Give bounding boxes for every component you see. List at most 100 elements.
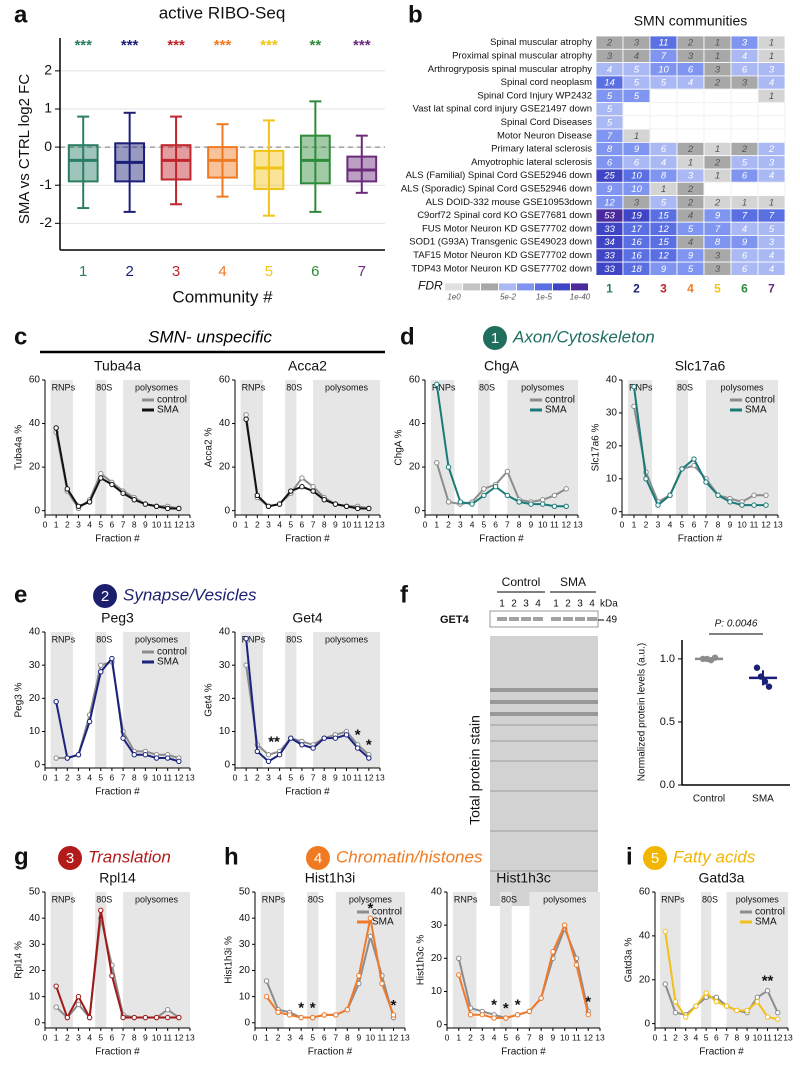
chart-title: ChgA [484,358,520,374]
gel-band [490,830,598,832]
cell-label: 3 [769,64,775,75]
x-tick-label: 6 [300,772,305,782]
cell-label: 2 [714,157,721,168]
x-tick-label: 9 [745,1032,750,1042]
cell-label: 1 [715,144,720,155]
x-tick-label: 5 [98,772,103,782]
data-point [691,462,697,469]
cell-label: 12 [604,197,615,208]
lane-label: 4 [535,599,541,610]
band-label: GET4 [440,614,470,626]
fraction-region [123,892,190,1028]
x-tick-label: 12 [364,519,374,529]
data-point [53,755,59,761]
data-point [343,732,350,738]
cell-label: 6 [661,144,667,155]
data-point [164,755,171,761]
x-axis-label: Fraction # [95,534,140,545]
panel-letter: c [14,323,27,350]
y-tick-label: 0 [224,759,230,770]
data-point [354,505,361,512]
x-tick-label: 6 [311,263,319,280]
box [253,149,285,191]
cell-label: 9 [715,211,721,222]
cell-label: 3 [634,197,640,208]
data-point [153,503,160,509]
y-axis-label: ChgA % [394,429,405,465]
y-tick-label: 0 [44,138,52,154]
y-axis-label: Rpl14 % [14,941,25,979]
y-tick-label: 60 [639,887,651,898]
data-point [631,383,637,390]
band [575,617,585,621]
region-label: polysomes [521,382,565,392]
data-point [467,1012,474,1018]
cell-label: 4 [742,224,747,235]
x-tick-label: 0 [43,772,48,782]
data-point [109,655,115,662]
data-point [98,662,104,668]
data-point [98,907,104,914]
cell-label: 25 [603,171,615,182]
section-badge [58,846,82,870]
y-tick-label: 10 [29,991,41,1002]
x-tick-label: 2 [65,772,70,782]
lane-label: 3 [577,599,583,610]
data-point [491,1015,497,1021]
cell-label: 4 [769,250,774,261]
cell-label: 12 [658,250,669,261]
data-point [366,755,372,761]
y-axis-label: Gatd3a % [624,938,635,983]
fraction-region [313,632,380,768]
x-tick-label: 13 [595,1032,605,1042]
x-axis-label: Fraction # [285,534,330,545]
data-point [679,466,685,472]
cell-label: 53 [604,211,615,222]
data-point [763,492,769,498]
fraction-region [628,380,652,515]
cell-label: 2 [687,38,694,49]
cell-label: 9 [742,237,748,248]
x-tick-label: 7 [704,519,709,529]
fraction-region [95,380,107,515]
legend-label: control [157,647,187,658]
y-tick-label: 40 [29,627,41,638]
x-tick-label: 4 [87,519,92,529]
x-tick-label: 11 [550,519,559,529]
cell-label: 1 [634,131,639,142]
box [207,146,238,179]
region-label: polysomes [736,894,780,904]
y-tick-label: 40 [239,913,251,924]
cell-label: 6 [742,171,748,182]
x-tick-label: 0 [43,519,48,529]
cell-label: 16 [631,250,642,261]
row-label: Amyotrophic lateral sclerosis [471,157,592,168]
panel-letter: i [626,843,633,870]
data-point [164,505,171,512]
empty-cell [703,102,732,117]
data-point [299,483,305,490]
significance: ** [762,973,774,990]
data-point [164,1014,171,1021]
significance: ** [268,733,280,750]
data-point [263,993,270,1000]
data-point [299,742,305,748]
chart-title: active RIBO-Seq [159,3,286,22]
y-tick-label: 40 [29,418,41,429]
data-point [276,501,283,507]
cell-label: 3 [769,157,775,168]
legend-label: SMA [755,917,777,928]
cell-label: 10 [631,171,642,182]
fraction-region [706,380,778,515]
cell-label: 1 [742,197,747,208]
cell-label: 4 [769,264,774,275]
y-axis-label: Normalized protein levels (a.u.) [637,643,648,781]
region-label: RNPs [52,894,76,904]
x-tick-label: 12 [561,519,571,529]
data-point [288,488,294,494]
empty-cell [730,181,759,197]
x-tick-label: 4 [87,1032,92,1042]
data-point [254,492,261,499]
chart-title: Hist1h3c [496,870,550,886]
